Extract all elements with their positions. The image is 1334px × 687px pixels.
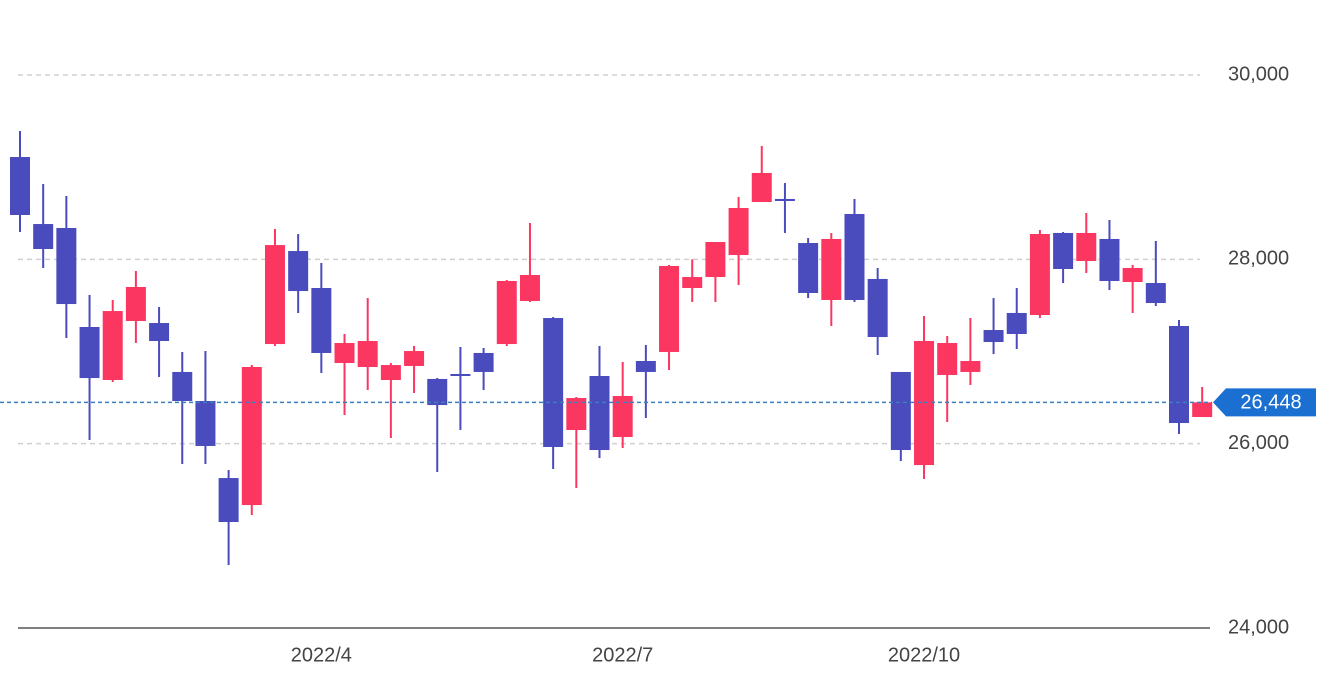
x-tick-label: 2022/10 bbox=[888, 644, 960, 666]
candle-body bbox=[149, 323, 170, 341]
candle-body bbox=[496, 280, 517, 345]
candle-body bbox=[682, 277, 703, 288]
candle-body bbox=[1192, 402, 1213, 418]
candle-body bbox=[774, 198, 795, 201]
candle-body bbox=[635, 360, 656, 372]
candle-body bbox=[264, 245, 285, 345]
candle-body bbox=[195, 400, 216, 446]
candle-body bbox=[612, 396, 633, 438]
candle-body bbox=[867, 278, 888, 338]
y-tick-label: 26,000 bbox=[1228, 432, 1289, 454]
x-tick-label: 2022/4 bbox=[291, 644, 352, 666]
candle-body bbox=[102, 311, 123, 380]
candle-body bbox=[728, 207, 749, 256]
candle-body bbox=[56, 227, 77, 305]
candle-body bbox=[937, 343, 958, 376]
x-tick-label: 2022/7 bbox=[592, 644, 653, 666]
candle-body bbox=[473, 352, 494, 372]
candle-body bbox=[890, 371, 911, 451]
candle-body bbox=[334, 343, 355, 364]
candle-body bbox=[566, 398, 587, 431]
candle-body bbox=[844, 213, 865, 300]
candle-body bbox=[751, 172, 772, 203]
candle-body bbox=[1076, 232, 1097, 261]
candle-body bbox=[543, 318, 564, 447]
candle-body bbox=[798, 243, 819, 293]
candle-body bbox=[450, 373, 471, 377]
candle-body bbox=[1145, 283, 1166, 304]
candle-body bbox=[125, 286, 146, 321]
candle-body bbox=[1169, 325, 1189, 424]
candle-body bbox=[659, 265, 680, 352]
y-tick-label: 28,000 bbox=[1228, 248, 1289, 270]
candle-body bbox=[705, 242, 726, 278]
candle-body bbox=[79, 326, 100, 379]
last-price-badge bbox=[1213, 388, 1316, 417]
candle-body bbox=[821, 238, 842, 300]
candle-body bbox=[404, 351, 425, 366]
candle-body bbox=[311, 287, 332, 353]
candle-body bbox=[33, 224, 54, 250]
candle-body bbox=[241, 366, 262, 506]
candle-body bbox=[218, 478, 239, 523]
candle-body bbox=[1006, 312, 1027, 334]
last-price-label: 26,448 bbox=[1240, 392, 1301, 414]
y-tick-label: 24,000 bbox=[1228, 616, 1289, 638]
candle-body bbox=[10, 157, 30, 216]
y-tick-label: 30,000 bbox=[1228, 63, 1289, 85]
candle-body bbox=[380, 365, 401, 380]
candle-body bbox=[1053, 232, 1074, 270]
candle-body bbox=[172, 371, 193, 401]
candle-body bbox=[519, 275, 540, 301]
candle-body bbox=[983, 330, 1004, 343]
candle-body bbox=[589, 376, 610, 451]
candle-body bbox=[1029, 233, 1050, 316]
candle-body bbox=[1099, 238, 1120, 281]
candle-body bbox=[427, 378, 448, 406]
candle-body bbox=[288, 251, 309, 292]
candle-body bbox=[1122, 267, 1143, 283]
candle-body bbox=[960, 360, 981, 372]
candle-body bbox=[357, 340, 378, 367]
